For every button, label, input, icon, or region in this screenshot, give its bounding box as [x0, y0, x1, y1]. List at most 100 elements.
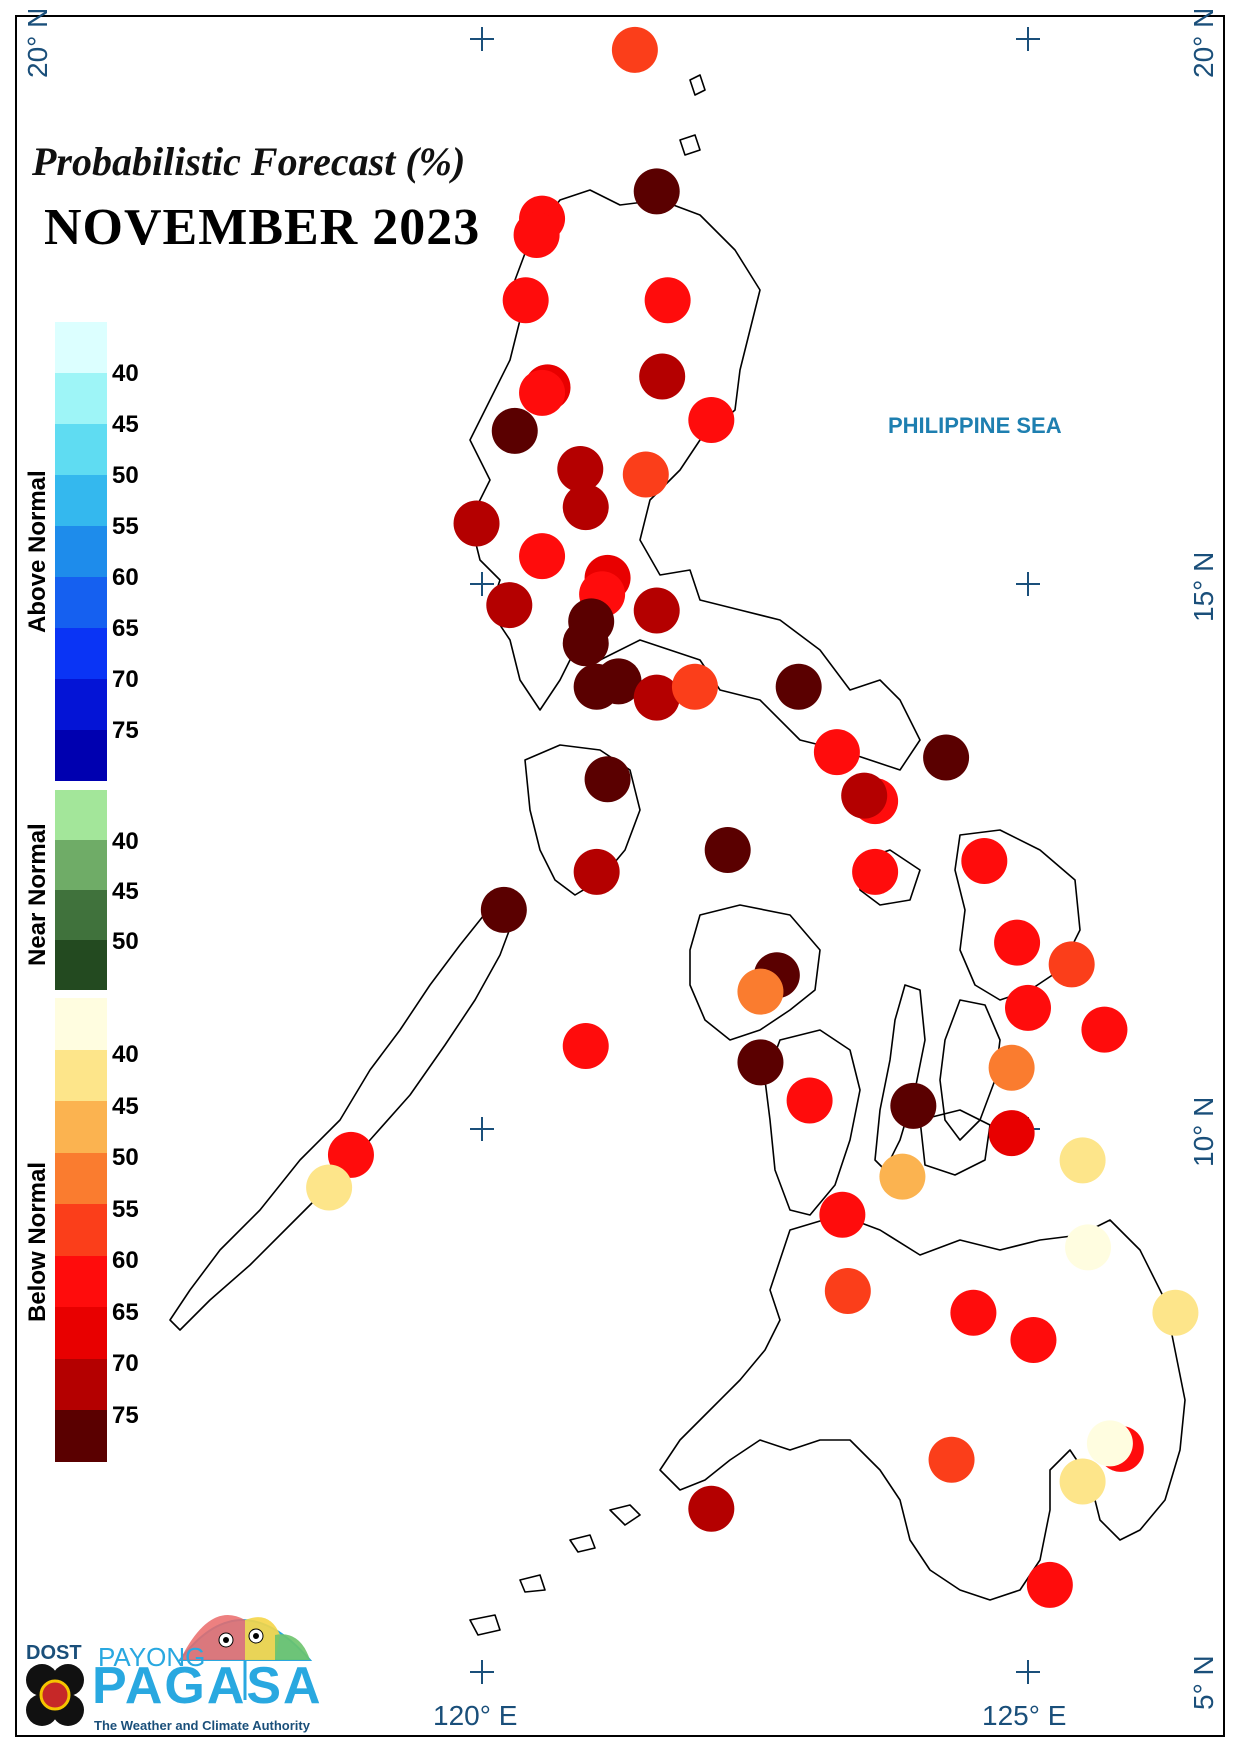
masbate-coastline	[859, 849, 921, 906]
legend-color-swatch	[55, 1410, 107, 1462]
legend-tick-above: 75	[112, 717, 139, 744]
forecast-station-marker	[813, 729, 860, 776]
forecast-station-marker	[633, 587, 680, 634]
grid-crosshair	[470, 1117, 494, 1141]
forecast-station-marker	[453, 500, 500, 547]
grid-crosshair	[1016, 572, 1040, 596]
logo-dost-text: DOST	[26, 1642, 82, 1664]
forecast-station-marker	[622, 451, 669, 498]
legend-color-swatch	[55, 840, 107, 890]
forecast-station-marker	[644, 277, 691, 324]
forecast-station-marker	[819, 1191, 866, 1238]
grid-crosshair	[1016, 27, 1040, 51]
forecast-station-marker	[1081, 1006, 1128, 1053]
legend-tick-below: 55	[112, 1195, 139, 1223]
legend-color-swatch	[55, 998, 107, 1050]
legend-color-swatch	[55, 373, 107, 424]
forecast-station-marker	[306, 1164, 353, 1211]
batanes-islands	[679, 74, 706, 156]
legend-below-normal	[55, 998, 107, 1462]
logo-payong-text: PAYONG	[98, 1642, 206, 1672]
forecast-station-marker	[737, 968, 784, 1015]
forecast-station-marker	[480, 886, 527, 933]
forecast-station-marker	[633, 168, 680, 215]
legend-tick-above: 60	[112, 564, 139, 591]
legend-tick-above: 55	[112, 513, 139, 540]
legend-color-swatch	[55, 679, 107, 730]
forecast-station-marker	[950, 1289, 997, 1336]
legend-color-swatch	[55, 1358, 107, 1410]
legend-tick-above: 45	[112, 411, 139, 438]
legend-tick-near: 50	[112, 928, 139, 955]
legend-tick-near: 45	[112, 878, 139, 905]
lon-label-125e: 125° E	[982, 1700, 1067, 1731]
legend-near-normal-label: Near Normal	[24, 823, 51, 966]
legend-color-swatch	[55, 1204, 107, 1256]
legend-tick-above: 70	[112, 666, 139, 693]
legend-color-swatch	[55, 940, 107, 990]
legend-tick-below: 45	[112, 1092, 139, 1120]
legend-tick-above: 50	[112, 462, 139, 489]
forecast-station-marker	[513, 211, 560, 258]
forecast-station-marker	[961, 837, 1008, 884]
map-frame	[15, 15, 1225, 1737]
palawan-coastline	[169, 894, 516, 1331]
legend-color-swatch	[55, 1307, 107, 1359]
forecast-station-marker	[633, 674, 680, 721]
forecast-station-marker	[1010, 1316, 1057, 1363]
legend-color-swatch	[55, 730, 107, 781]
legend-color-swatch	[55, 322, 107, 373]
map-subtitle: NOVEMBER 2023	[44, 199, 481, 256]
forecast-station-marker	[639, 353, 686, 400]
forecast-station-marker	[923, 734, 970, 781]
forecast-station-marker	[519, 369, 566, 416]
forecast-station-marker	[786, 1077, 833, 1124]
forecast-station-marker	[688, 1485, 735, 1532]
forecast-station-marker	[486, 582, 533, 629]
forecast-station-marker	[1048, 941, 1095, 988]
forecast-station-marker	[1005, 984, 1051, 1031]
forecast-station-marker	[704, 827, 751, 874]
forecast-station-marker	[1152, 1289, 1199, 1336]
forecast-station-marker	[327, 1131, 374, 1178]
forecast-station-marker	[928, 1436, 975, 1483]
leyte-coastline	[939, 999, 1001, 1141]
forecast-station-marker	[1059, 1458, 1106, 1505]
legend-above-normal-label: Above Normal	[24, 470, 51, 633]
grid-crosshair	[470, 27, 494, 51]
forecast-station-marker	[890, 1082, 937, 1129]
umbrella-icon	[177, 1615, 313, 1700]
bohol-coastline	[919, 1109, 991, 1176]
forecast-station-marker	[671, 663, 718, 710]
forecast-station-marker	[994, 919, 1041, 966]
legend-color-swatch	[55, 475, 107, 526]
forecast-station-marker	[562, 484, 609, 531]
legend-tick-below: 75	[112, 1401, 139, 1429]
forecast-station-marker	[562, 620, 609, 667]
legend-tick-below: 60	[112, 1247, 139, 1274]
legend-tick-near: 40	[112, 828, 139, 855]
forecast-station-marker	[775, 663, 822, 710]
legend-color-swatch	[55, 1152, 107, 1204]
forecast-station-marker	[502, 277, 549, 324]
map-title: Probabilistic Forecast (%)	[32, 139, 466, 184]
forecast-station-marker	[879, 1153, 926, 1200]
forecast-station-marker	[1086, 1420, 1133, 1467]
pagasa-logo: DOST PAYONG PAGASA The Weather and Clima…	[20, 1590, 323, 1740]
forecast-station-marker	[573, 663, 620, 710]
legend-tick-below: 50	[112, 1144, 139, 1171]
legend-color-swatch	[55, 1101, 107, 1153]
forecast-station-marker	[519, 533, 566, 580]
lon-label-120e: 120° E	[433, 1700, 518, 1731]
grid-crosshair	[470, 572, 494, 596]
legend-color-swatch	[55, 890, 107, 940]
forecast-station-marker	[573, 848, 620, 895]
negros-coastline	[764, 1029, 861, 1216]
logo-pagasa-text: PAGASA	[92, 1657, 323, 1715]
forecast-station-marker	[584, 756, 631, 803]
grid-crosshair	[1016, 1660, 1040, 1684]
sulu-islands	[469, 1504, 641, 1636]
legend-near-normal	[55, 790, 107, 990]
forecast-station-marker	[557, 446, 604, 493]
